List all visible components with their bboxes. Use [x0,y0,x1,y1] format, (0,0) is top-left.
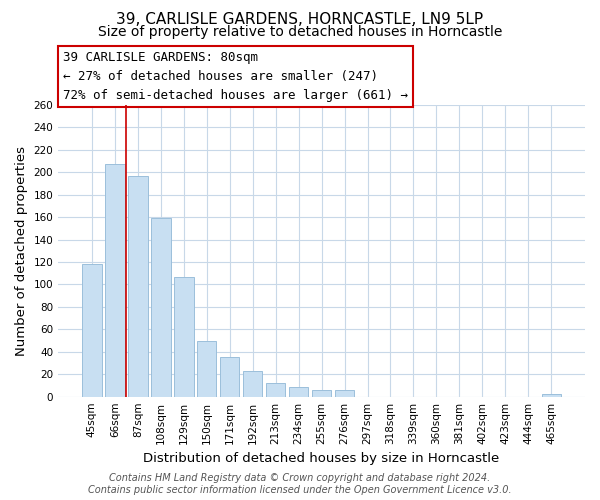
Text: Contains HM Land Registry data © Crown copyright and database right 2024.
Contai: Contains HM Land Registry data © Crown c… [88,474,512,495]
Bar [289,386,308,396]
Bar [105,164,125,396]
Bar [243,371,262,396]
Bar [312,390,331,396]
Bar [151,218,170,396]
Y-axis label: Number of detached properties: Number of detached properties [15,146,28,356]
Text: 39 CARLISLE GARDENS: 80sqm
← 27% of detached houses are smaller (247)
72% of sem: 39 CARLISLE GARDENS: 80sqm ← 27% of deta… [64,51,409,102]
Bar [128,176,148,396]
X-axis label: Distribution of detached houses by size in Horncastle: Distribution of detached houses by size … [143,452,500,465]
Bar [266,383,286,396]
Bar [220,358,239,397]
Bar [542,394,561,396]
Bar [197,340,217,396]
Text: 39, CARLISLE GARDENS, HORNCASTLE, LN9 5LP: 39, CARLISLE GARDENS, HORNCASTLE, LN9 5L… [116,12,484,28]
Bar [82,264,101,396]
Bar [335,390,355,396]
Bar [174,276,194,396]
Text: Size of property relative to detached houses in Horncastle: Size of property relative to detached ho… [98,25,502,39]
